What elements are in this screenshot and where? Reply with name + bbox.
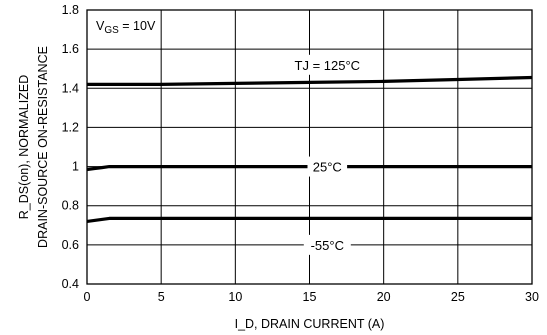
plot-frame [86, 9, 533, 285]
series-annotation-0: TJ = 125°C [295, 58, 361, 73]
annotation-bg [307, 156, 348, 177]
condition-subscript: GS [104, 25, 119, 36]
y-tick-label: 0.8 [62, 199, 79, 213]
y-axis-label: R_DS(on), NORMALIZED DRAIN-SOURCE ON-RES… [17, 46, 50, 248]
series-line-2 [86, 216, 532, 223]
x-axis-label: I_D, DRAIN CURRENT (A) [235, 317, 385, 331]
y-tick-label: 1.2 [62, 120, 79, 134]
y-tick-label: 1.6 [62, 42, 79, 56]
x-tick-label: 5 [158, 290, 165, 304]
series-layer [86, 75, 533, 223]
x-tick-label: 10 [228, 290, 242, 304]
condition-suffix: = 10V [119, 19, 156, 33]
y-axis-label-line1: R_DS(on), NORMALIZED [17, 75, 31, 219]
y-tick-labels: 0.4 0.6 0.8 1 1.2 1.4 1.6 1.8 [62, 3, 79, 291]
annotation-bg [285, 54, 370, 75]
x-tick-label: 15 [303, 290, 317, 304]
x-tick-label: 25 [451, 290, 465, 304]
x-tick-labels: 0 5 10 15 20 25 30 [84, 290, 539, 304]
x-tick-label: 20 [377, 290, 391, 304]
y-tick-label: 1.8 [62, 3, 79, 17]
x-tick-label: 30 [525, 290, 539, 304]
condition-prefix: V [96, 19, 105, 33]
series-line-0 [87, 75, 533, 87]
x-tick-label: 0 [84, 290, 91, 304]
annotation-layer: TJ = 125°C 25°C -55°C [285, 54, 370, 255]
y-tick-label: 1 [72, 160, 79, 174]
condition-label: VGS = 10V [96, 19, 156, 36]
y-axis-label-line2: DRAIN-SOURCE ON-RESISTANCE [36, 46, 50, 248]
series-annotation-1: 25°C [313, 160, 342, 175]
annotation-bg [303, 234, 351, 255]
y-tick-label: 0.4 [62, 277, 79, 291]
series-line-1 [86, 165, 532, 172]
y-tick-label: 0.6 [62, 238, 79, 252]
series-annotation-2: -55°C [311, 238, 344, 253]
y-tick-label: 1.4 [62, 81, 79, 95]
